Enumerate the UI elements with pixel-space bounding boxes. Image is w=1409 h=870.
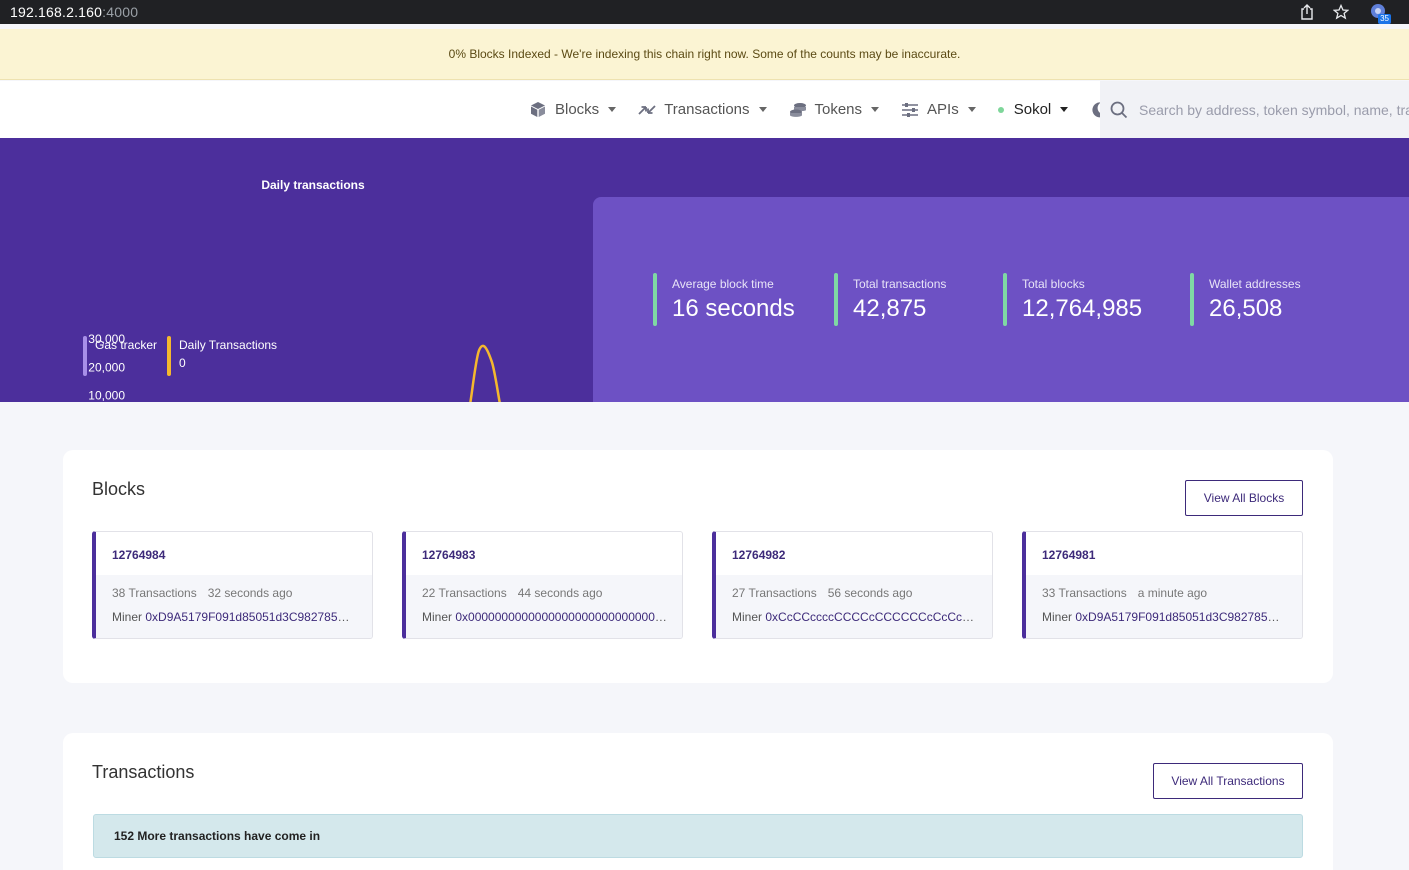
chart-title: Daily transactions <box>261 178 365 192</box>
y-tick-label: 10,000 <box>88 389 125 402</box>
nav-tokens[interactable]: Tokens <box>789 101 880 119</box>
legend-swatch <box>167 336 172 376</box>
chevron-down-icon <box>871 107 880 112</box>
stat-average-block-time: Average block time 16 seconds <box>653 273 795 326</box>
legend-swatch <box>83 336 87 376</box>
top-navigation: Blocks Transactions Tokens APIs <box>0 81 1409 138</box>
block-age: 32 seconds ago <box>207 586 293 600</box>
block-age: a minute ago <box>1137 586 1208 600</box>
sliders-icon <box>901 101 919 119</box>
legend-gas-tracker[interactable]: Gas tracker <box>83 336 157 376</box>
nav-tokens-label: Tokens <box>814 101 863 118</box>
block-age: 56 seconds ago <box>827 586 913 600</box>
url-host: 192.168.2.160 <box>10 4 103 20</box>
chart-legend: Gas tracker Daily Transactions 0 <box>83 336 287 376</box>
legend-daily-transactions[interactable]: Daily Transactions 0 <box>167 336 277 376</box>
view-all-blocks-button[interactable]: View All Blocks <box>1185 480 1303 516</box>
block-number-link[interactable]: 12764982 <box>732 548 786 562</box>
block-number-link[interactable]: 12764981 <box>1042 548 1096 562</box>
stat-label: Total blocks <box>1022 277 1085 291</box>
dashboard-banner: Daily transactions 30,00020,00010,0000Ju… <box>0 138 1409 402</box>
cube-icon <box>529 101 547 119</box>
block-tile: 12764984 38 Transactions 32 seconds ago M… <box>92 531 373 639</box>
chart-panel: Daily transactions 30,00020,00010,0000Ju… <box>0 138 593 402</box>
block-number-link[interactable]: 12764983 <box>422 548 476 562</box>
nav-blocks-label: Blocks <box>555 101 600 118</box>
block-number-link[interactable]: 12764984 <box>112 548 166 562</box>
arrows-icon <box>638 101 656 119</box>
stat-label: Wallet addresses <box>1209 277 1301 291</box>
miner-address-link[interactable]: 0xD9A5179F091d85051d3C982785Efd1455CEc86… <box>145 610 357 624</box>
miner-address-link[interactable]: 0xD9A5179F091d85051d3C982785Efd1455CEc86… <box>1075 610 1287 624</box>
extension-icon[interactable]: 35 <box>1367 2 1391 24</box>
search-bar <box>1100 81 1409 138</box>
stat-value: 16 seconds <box>672 295 795 322</box>
extension-badge: 35 <box>1378 14 1391 24</box>
stat-value: 42,875 <box>853 295 927 322</box>
indexing-banner: 0% Blocks Indexed - We're indexing this … <box>0 29 1409 80</box>
block-tx-count: 22 Transactions <box>422 586 507 600</box>
legend-label: Gas tracker <box>95 338 158 352</box>
nav-transactions[interactable]: Transactions <box>638 101 767 119</box>
indexing-banner-text: 0% Blocks Indexed - We're indexing this … <box>448 47 961 61</box>
transactions-title: Transactions <box>92 762 195 782</box>
miner-label: Miner <box>1042 610 1073 624</box>
block-tx-count: 27 Transactions <box>732 586 817 600</box>
new-transactions-notice[interactable]: 152 More transactions have come in <box>93 814 1303 858</box>
star-icon[interactable] <box>1333 4 1349 20</box>
block-tile: 12764983 22 Transactions 44 seconds ago M… <box>402 531 683 639</box>
block-tx-count: 38 Transactions <box>112 586 197 600</box>
miner-label: Miner <box>422 610 453 624</box>
stat-wallet-addresses: Wallet addresses 26,508 <box>1190 273 1301 326</box>
y-tick-label: 30,000 <box>88 332 125 346</box>
url-port: :4000 <box>102 4 139 20</box>
chevron-down-icon <box>1060 107 1069 112</box>
coins-icon <box>789 101 807 119</box>
network-selector[interactable]: Sokol <box>997 101 1069 118</box>
block-tx-count: 33 Transactions <box>1042 586 1127 600</box>
block-tile: 12764982 27 Transactions 56 seconds ago M… <box>712 531 993 639</box>
block-tile: 12764981 33 Transactions a minute ago Min… <box>1022 531 1303 639</box>
stat-total-transactions: Total transactions 42,875 <box>834 273 946 326</box>
share-icon[interactable] <box>1299 4 1315 20</box>
miner-address-link[interactable]: 0x00000000000000000000000000000000000000… <box>455 610 667 624</box>
stat-label: Total transactions <box>853 277 947 291</box>
network-status-dot <box>997 106 1004 113</box>
search-input[interactable] <box>1139 101 1409 118</box>
blocks-title: Blocks <box>92 479 146 499</box>
chevron-down-icon <box>608 107 617 112</box>
block-age: 44 seconds ago <box>517 586 603 600</box>
dark-mode-toggle-icon[interactable] <box>1090 101 1108 119</box>
miner-address-link[interactable]: 0xCcCCccccCCCCcCCCCCCcCcCccCcCCCcCcccccc… <box>765 610 977 624</box>
view-all-transactions-button[interactable]: View All Transactions <box>1153 763 1303 799</box>
search-icon <box>1110 101 1128 119</box>
blocks-card: Blocks View All Blocks 12764984 38 Trans… <box>63 450 1333 683</box>
transactions-card: Transactions View All Transactions 152 M… <box>63 733 1333 870</box>
url-field[interactable]: 192.168.2.160:4000 <box>0 4 138 20</box>
nav-transactions-label: Transactions <box>664 101 750 118</box>
y-tick-label: 20,000 <box>88 360 125 374</box>
chevron-down-icon <box>967 107 976 112</box>
stat-value: 12,764,985 <box>1022 295 1143 322</box>
nav-apis[interactable]: APIs <box>901 101 976 119</box>
legend-label: Daily Transactions <box>179 338 278 352</box>
stat-label: Average block time <box>672 277 774 291</box>
stats-panel: Average block time 16 seconds Total tran… <box>593 197 1409 402</box>
legend-value: 0 <box>179 356 186 370</box>
chevron-down-icon <box>758 107 767 112</box>
browser-address-bar: 192.168.2.160:4000 35 <box>0 0 1409 24</box>
stat-total-blocks: Total blocks 12,764,985 <box>1003 273 1142 326</box>
nav-blocks[interactable]: Blocks <box>529 101 617 119</box>
miner-label: Miner <box>732 610 763 624</box>
network-name: Sokol <box>1013 101 1052 118</box>
miner-label: Miner <box>112 610 143 624</box>
nav-apis-label: APIs <box>927 101 959 118</box>
stat-value: 26,508 <box>1209 295 1283 322</box>
